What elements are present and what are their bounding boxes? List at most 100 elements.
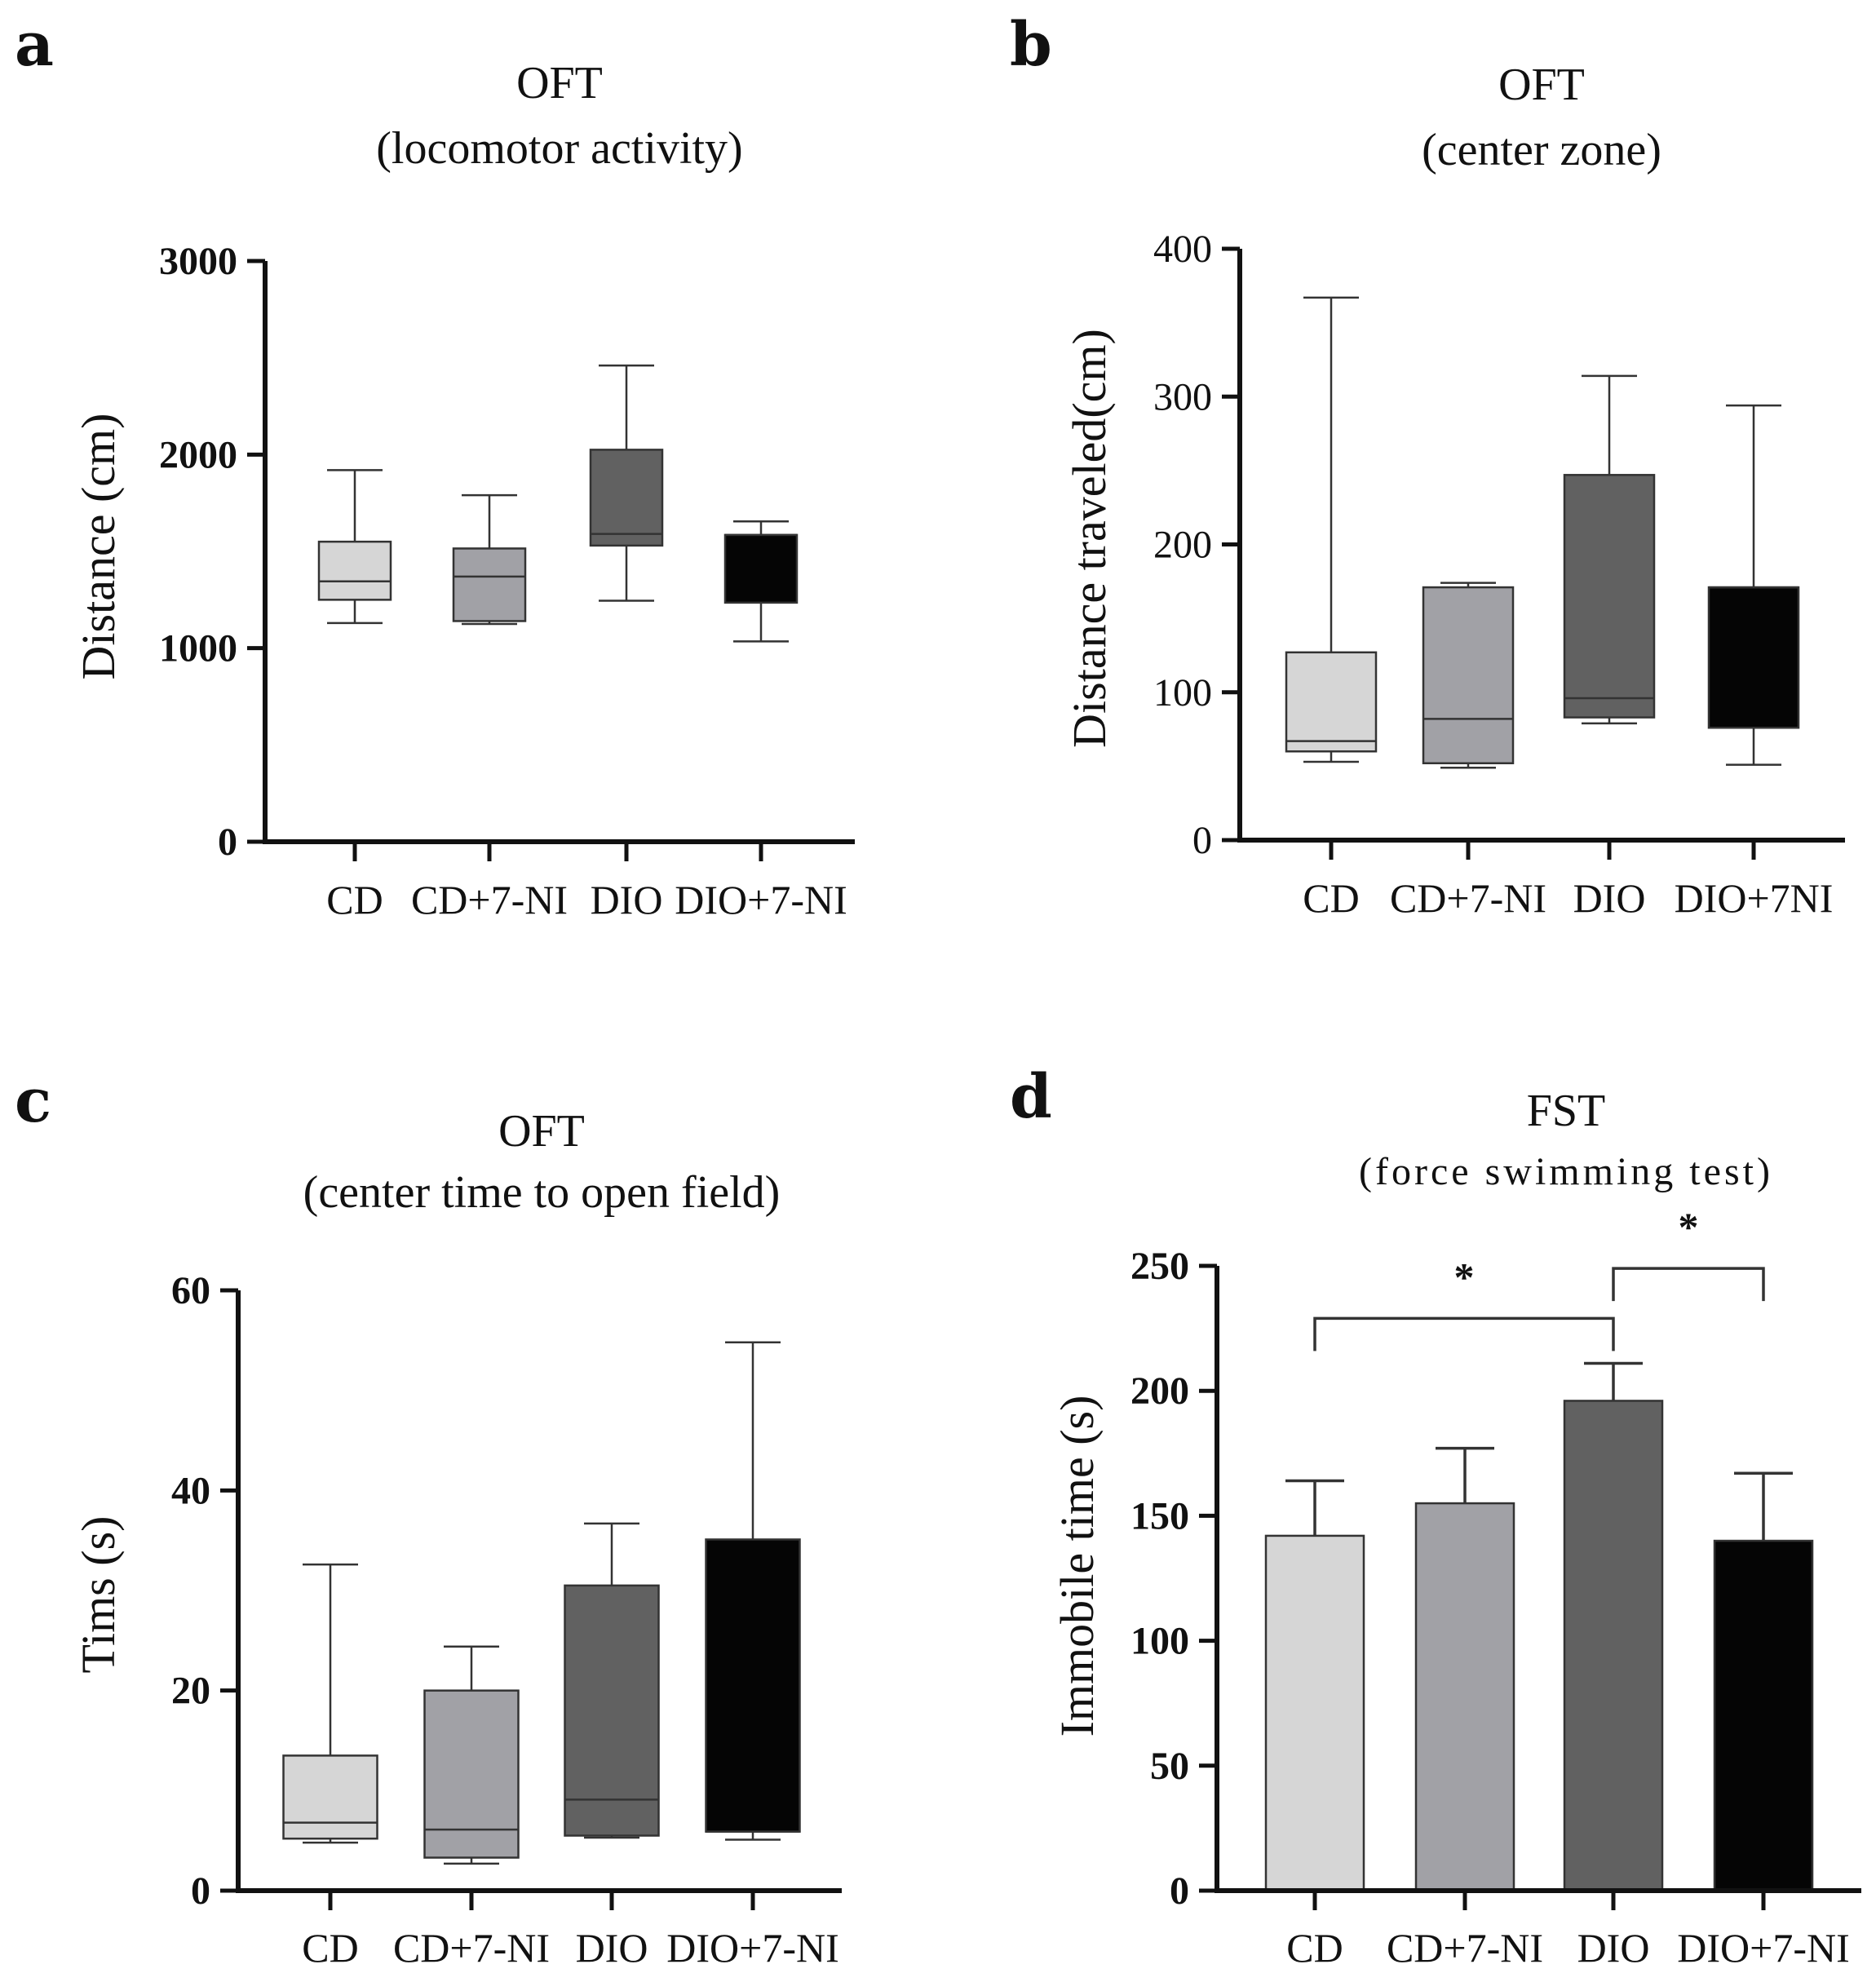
box-2 <box>1563 374 1656 725</box>
box-2 <box>564 1522 660 1839</box>
category-label: CD+7-NI <box>393 1925 550 1971</box>
significance-bracket <box>1313 1316 1615 1352</box>
panel-b-subtitle: (center zone) <box>1422 125 1661 175</box>
panel-a: a OFT (locomotor activity) Distance (cm)… <box>15 10 855 922</box>
box-iqr <box>317 540 392 601</box>
box-iqr <box>1563 474 1656 719</box>
panel-b-xticks: CD CD+7-NI DIO DIO+7NI <box>1303 840 1833 921</box>
box-iqr <box>1285 651 1378 753</box>
panel-c-axes <box>236 1290 842 1893</box>
panel-c-title: OFT <box>498 1106 585 1157</box>
box-3 <box>1707 404 1800 766</box>
bar-1 <box>1414 1446 1515 1892</box>
panel-c-boxes <box>282 1341 801 1865</box>
bar-0 <box>1264 1479 1365 1892</box>
box-3 <box>705 1341 801 1841</box>
box-1 <box>1422 582 1515 769</box>
ytick-label: 3000 <box>159 240 237 283</box>
panel-a-xticks: CD CD+7-NI DIO DIO+7-NI <box>326 842 847 922</box>
panel-letter-d: d <box>1010 1062 1052 1132</box>
box-iqr <box>1422 586 1515 764</box>
significance-star: * <box>1679 1204 1699 1250</box>
panel-d-subtitle: (force swimming test) <box>1359 1150 1773 1193</box>
category-label: DIO <box>576 1925 648 1971</box>
category-label: CD <box>1303 875 1359 921</box>
box-iqr <box>589 449 664 547</box>
panel-b-yticks: 0 100 200 300 400 <box>1153 228 1240 862</box>
box-iqr <box>1707 586 1800 729</box>
panel-a-yticks: 0 1000 2000 3000 <box>159 240 265 864</box>
box-1 <box>423 1645 520 1865</box>
category-label: DIO <box>1577 1925 1650 1971</box>
ytick-label: 0 <box>191 1869 210 1913</box>
category-label: CD <box>326 877 383 922</box>
bar-rect <box>1563 1400 1664 1892</box>
panel-letter-a: a <box>15 10 54 80</box>
ytick-label: 0 <box>218 821 237 864</box>
panel-d-ylabel: Immobile time (s) <box>1051 1396 1104 1737</box>
significance-bracket <box>1612 1267 1765 1302</box>
box-iqr <box>705 1538 801 1833</box>
category-label: CD+7-NI <box>411 877 568 922</box>
panel-b-boxes <box>1285 296 1800 769</box>
panel-c-xticks: CD CD+7-NI DIO DIO+7-NI <box>302 1891 839 1971</box>
significance-star: * <box>1454 1254 1475 1299</box>
bar-2 <box>1563 1361 1664 1892</box>
bar-rect <box>1264 1534 1365 1892</box>
panel-d-xticks: CD CD+7-NI DIO DIO+7-NI <box>1286 1891 1850 1971</box>
box-iqr <box>564 1584 660 1837</box>
ytick-label: 2000 <box>159 433 237 476</box>
panel-c: c OFT (center time to open field) Tims (… <box>15 1066 842 1971</box>
category-label: DIO+7-NI <box>666 1925 838 1971</box>
ytick-label: 0 <box>1192 819 1212 862</box>
ytick-label: 250 <box>1130 1245 1189 1288</box>
panel-c-subtitle: (center time to open field) <box>303 1167 781 1218</box>
panel-a-boxes <box>317 364 799 643</box>
panel-d-yticks: 0 50 100 150 200 250 <box>1130 1245 1217 1913</box>
category-label: CD <box>302 1925 358 1971</box>
panel-b: b OFT (center zone) Distance traveled(cm… <box>1010 10 1845 921</box>
panel-a-axes <box>263 261 855 844</box>
box-iqr <box>452 547 527 622</box>
ytick-label: 40 <box>171 1469 210 1512</box>
panel-d-significance: ** <box>1313 1204 1765 1352</box>
ytick-label: 100 <box>1130 1620 1189 1663</box>
box-2 <box>589 364 664 602</box>
panel-c-ylabel: Tims (s) <box>72 1516 125 1674</box>
box-iqr <box>282 1754 378 1840</box>
category-label: DIO+7NI <box>1675 875 1834 921</box>
panel-d: d FST (force swimming test) Immobile tim… <box>1010 1062 1861 1971</box>
panel-a-ylabel: Distance (cm) <box>72 414 125 680</box>
category-label: CD <box>1286 1925 1343 1971</box>
box-iqr <box>723 533 799 604</box>
panel-c-yticks: 0 20 40 60 <box>171 1269 238 1913</box>
category-label: DIO <box>1573 875 1646 921</box>
ytick-label: 200 <box>1153 524 1212 567</box>
panel-d-bars <box>1264 1361 1814 1892</box>
panel-b-axes <box>1237 249 1845 843</box>
ytick-label: 200 <box>1130 1369 1189 1413</box>
panel-a-subtitle: (locomotor activity) <box>376 123 742 174</box>
ytick-label: 150 <box>1130 1494 1189 1537</box>
box-0 <box>1285 296 1378 763</box>
ytick-label: 100 <box>1153 671 1212 714</box>
category-label: DIO+7-NI <box>675 877 847 922</box>
box-1 <box>452 493 527 626</box>
panel-d-axes <box>1215 1266 1861 1893</box>
ytick-label: 50 <box>1150 1745 1189 1788</box>
panel-b-ylabel: Distance traveled(cm) <box>1063 329 1116 748</box>
bar-rect <box>1414 1502 1515 1892</box>
bar-3 <box>1713 1471 1814 1892</box>
category-label: DIO+7-NI <box>1677 1925 1849 1971</box>
box-3 <box>723 520 799 643</box>
panel-b-title: OFT <box>1498 60 1585 110</box>
panel-letter-c: c <box>15 1066 51 1136</box>
panel-a-title: OFT <box>516 58 603 108</box>
category-label: CD+7-NI <box>1390 875 1546 921</box>
box-0 <box>282 1563 378 1844</box>
ytick-label: 0 <box>1170 1869 1189 1913</box>
category-label: CD+7-NI <box>1387 1925 1543 1971</box>
box-0 <box>317 469 392 625</box>
ytick-label: 60 <box>171 1269 210 1312</box>
